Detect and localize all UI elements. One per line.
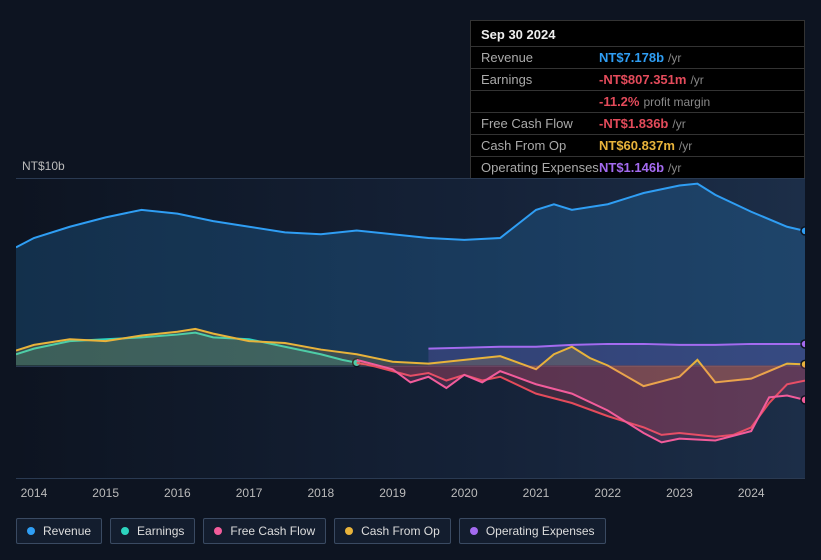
x-axis-label: 2024 [738, 486, 765, 500]
legend-dot-icon [470, 527, 478, 535]
legend-dot-icon [214, 527, 222, 535]
legend-label: Cash From Op [361, 524, 440, 538]
tooltip-row: RevenueNT$7.178b/yr [471, 46, 804, 68]
tooltip-metric-label: Free Cash Flow [481, 116, 599, 131]
x-axis-label: 2018 [307, 486, 334, 500]
tooltip-metric-suffix: /yr [690, 73, 703, 87]
x-axis-label: 2016 [164, 486, 191, 500]
tooltip-metric-label: Cash From Op [481, 138, 599, 153]
tooltip-row: Earnings-NT$807.351m/yr [471, 68, 804, 90]
tooltip-metric-label: Earnings [481, 72, 599, 87]
x-axis-label: 2014 [21, 486, 48, 500]
data-tooltip: Sep 30 2024 RevenueNT$7.178b/yrEarnings-… [470, 20, 805, 179]
x-axis-label: 2023 [666, 486, 693, 500]
tooltip-row: -11.2% profit margin [471, 90, 804, 112]
tooltip-metric-value: NT$7.178b [599, 50, 664, 65]
y-axis-label: NT$10b [22, 159, 65, 173]
tooltip-row: Free Cash Flow-NT$1.836b/yr [471, 112, 804, 134]
legend-dot-icon [27, 527, 35, 535]
legend-label: Free Cash Flow [230, 524, 315, 538]
x-axis-label: 2019 [379, 486, 406, 500]
chart-legend: Revenue Earnings Free Cash Flow Cash From O… [16, 518, 606, 544]
series-end-marker [801, 340, 805, 348]
chart-plot-area[interactable] [16, 178, 805, 478]
x-axis-label: 2021 [523, 486, 550, 500]
tooltip-row: Cash From OpNT$60.837m/yr [471, 134, 804, 156]
legend-item[interactable]: Operating Expenses [459, 518, 606, 544]
tooltip-metric-label [481, 94, 599, 109]
tooltip-metric-suffix: /yr [679, 139, 692, 153]
tooltip-metric-suffix: /yr [668, 51, 681, 65]
x-axis-label: 2022 [594, 486, 621, 500]
x-axis-label: 2020 [451, 486, 478, 500]
legend-item[interactable]: Cash From Op [334, 518, 451, 544]
tooltip-metric-suffix: /yr [672, 117, 685, 131]
legend-dot-icon [121, 527, 129, 535]
series-end-marker [801, 227, 805, 235]
tooltip-metric-value: -11.2% [599, 94, 639, 109]
tooltip-metric-value: NT$1.146b [599, 160, 664, 175]
tooltip-metric-value: NT$60.837m [599, 138, 675, 153]
tooltip-metric-value: -NT$1.836b [599, 116, 668, 131]
tooltip-metric-value: -NT$807.351m [599, 72, 686, 87]
legend-label: Revenue [43, 524, 91, 538]
x-axis-label: 2017 [236, 486, 263, 500]
x-axis: 2014 2015 2016 2017 2018 2019 2020 2021 2022 2023… [16, 486, 805, 506]
legend-item[interactable]: Free Cash Flow [203, 518, 326, 544]
tooltip-metric-suffix: /yr [668, 161, 681, 175]
legend-item[interactable]: Earnings [110, 518, 195, 544]
tooltip-metric-label: Revenue [481, 50, 599, 65]
tooltip-metric-label: Operating Expenses [481, 160, 599, 175]
series-end-marker [801, 396, 805, 404]
legend-item[interactable]: Revenue [16, 518, 102, 544]
tooltip-row: Operating ExpensesNT$1.146b/yr [471, 156, 804, 178]
legend-label: Operating Expenses [486, 524, 595, 538]
x-axis-label: 2015 [92, 486, 119, 500]
tooltip-metric-suffix: profit margin [643, 95, 710, 109]
legend-dot-icon [345, 527, 353, 535]
legend-label: Earnings [137, 524, 184, 538]
tooltip-date: Sep 30 2024 [471, 21, 804, 46]
